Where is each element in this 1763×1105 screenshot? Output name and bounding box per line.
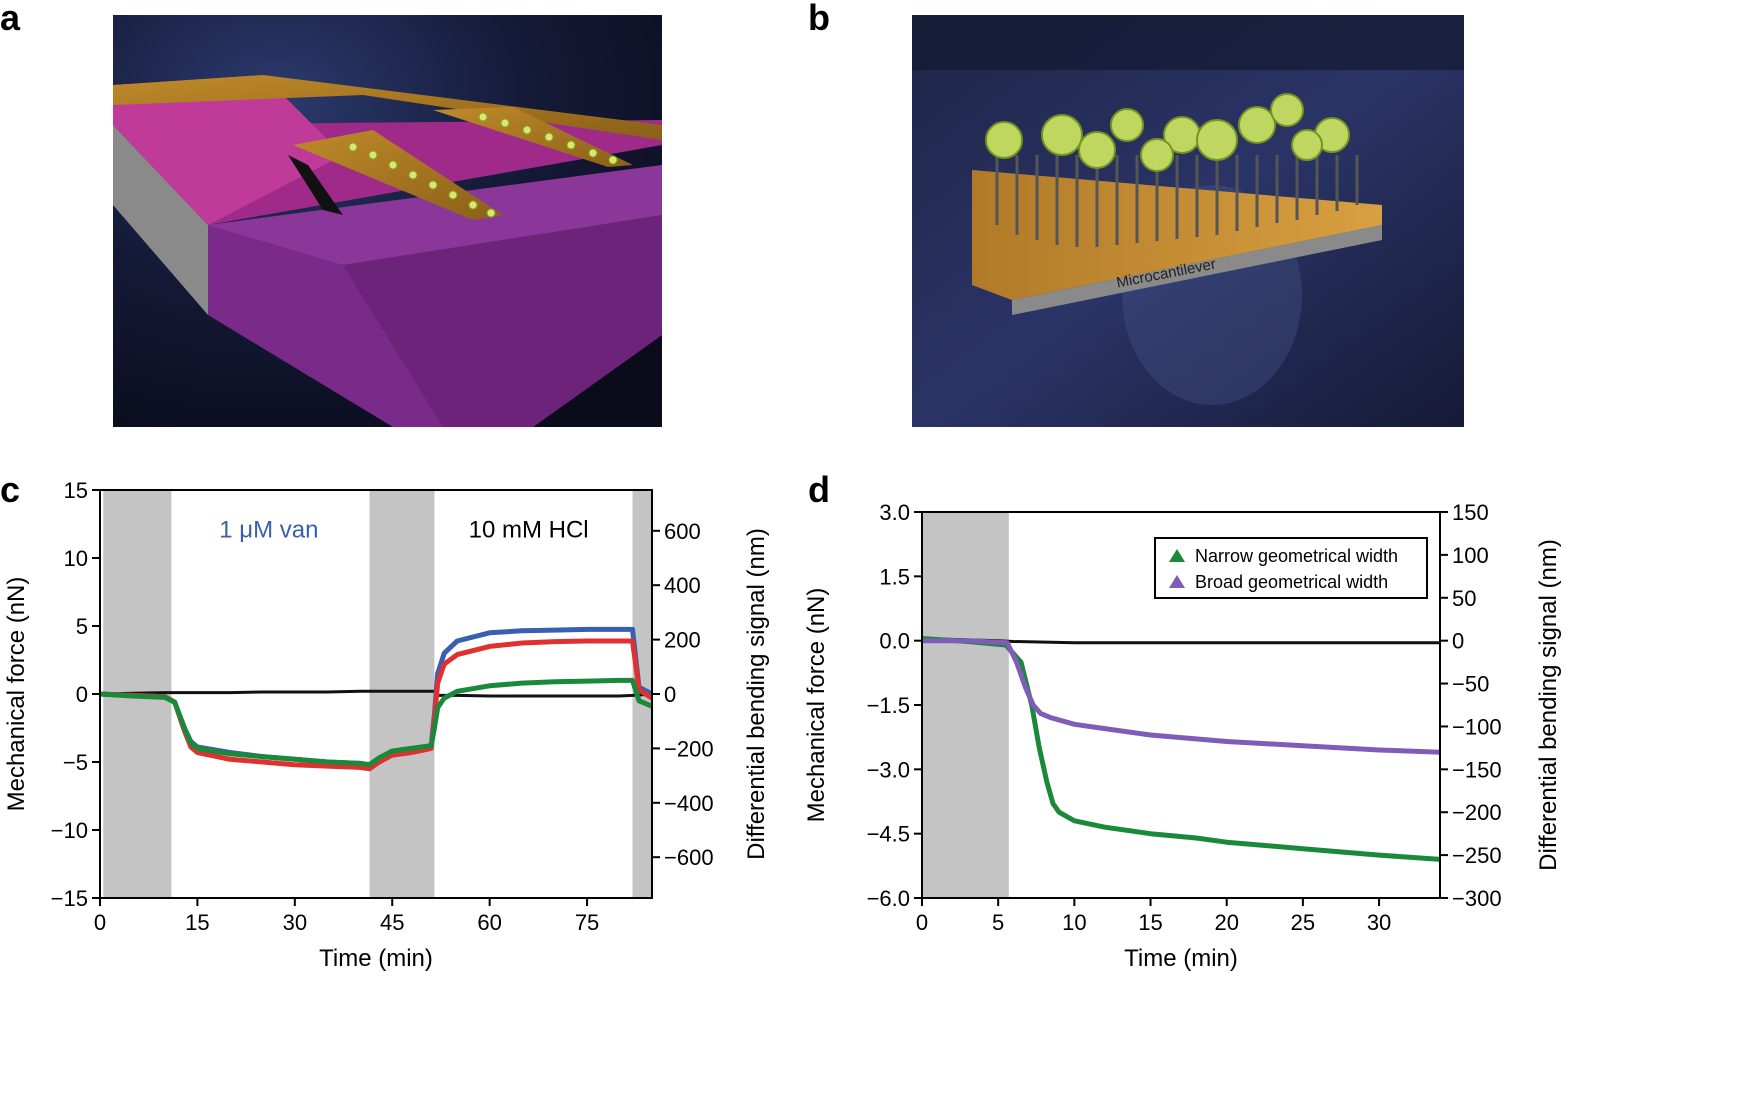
cantilever-array-render (113, 15, 662, 427)
cantilever-array-illustration (113, 15, 662, 427)
x-tick-label: 10 (1062, 910, 1086, 935)
y2-tick-label: 400 (664, 573, 701, 598)
y-tick-label: −10 (51, 818, 88, 843)
y2-tick-label: −150 (1452, 757, 1502, 782)
shaded-region-1 (369, 490, 435, 898)
annotation: 1 μM van (219, 517, 318, 544)
microcantilever-render: Microcantilever (912, 15, 1464, 427)
x-tick-label: 5 (992, 910, 1004, 935)
legend-marker (1169, 575, 1185, 588)
y2-tick-label: 0 (1452, 629, 1464, 654)
series-reference (99, 689, 653, 698)
y-tick-label: 3.0 (879, 500, 910, 525)
y2-axis-label: Differential bending signal (nm) (743, 528, 770, 860)
microcantilever-illustration: Microcantilever (912, 15, 1464, 427)
x-axis-label: Time (min) (1124, 945, 1238, 972)
series-green (99, 677, 653, 768)
panel-letter-a: a (0, 0, 21, 38)
y2-tick-label: 600 (664, 519, 701, 544)
y-tick-label: 15 (64, 478, 88, 503)
y-axis-label: Mechanical force (nN) (3, 577, 30, 812)
x-tick-label: 0 (94, 910, 106, 935)
legend-marker (1169, 549, 1185, 562)
y2-tick-label: 100 (1452, 543, 1489, 568)
y-tick-label: −6.0 (867, 886, 910, 911)
x-tick-label: 25 (1291, 910, 1315, 935)
y2-tick-label: −300 (1452, 886, 1502, 911)
x-tick-label: 45 (380, 910, 404, 935)
y2-tick-label: −400 (664, 791, 714, 816)
x-tick-label: 15 (1138, 910, 1162, 935)
x-tick-label: 60 (477, 910, 501, 935)
y2-tick-label: 200 (664, 628, 701, 653)
y-tick-label: −4.5 (867, 822, 910, 847)
x-tick-label: 15 (185, 910, 209, 935)
y2-tick-label: 150 (1452, 500, 1489, 525)
y2-tick-label: −600 (664, 845, 714, 870)
y-tick-label: 10 (64, 546, 88, 571)
chart-d: 0 5 10 15 20 25 30 −6.0 −4.5 −3.0 −1.5 0.0 1.5 3.0 −30… (803, 500, 1562, 972)
y2-tick-label: −200 (664, 736, 714, 761)
y2-tick-label: −200 (1452, 800, 1502, 825)
x-tick-label: 20 (1214, 910, 1238, 935)
panel-letter-c: c (0, 469, 21, 510)
panel-letter-b: b (808, 0, 830, 38)
y2-tick-label: −250 (1452, 843, 1502, 868)
y-tick-label: −15 (51, 886, 88, 911)
y-tick-label: 5 (76, 614, 88, 639)
legend-label: Broad geometrical width (1195, 572, 1388, 592)
y-tick-label: −1.5 (867, 693, 910, 718)
y-tick-label: 1.5 (879, 564, 910, 589)
y-tick-label: 0 (76, 682, 88, 707)
series-broad-geometrical-width (922, 638, 1441, 755)
chart-c: 0 15 30 45 60 75 −15 −10 −5 0 5 10 15 −600 −400 −200 0 20… (3, 478, 770, 972)
shaded-region-0 (922, 512, 1009, 898)
panel-letter-d: d (808, 469, 830, 510)
y-tick-label: 0.0 (879, 629, 910, 654)
legend-box (1154, 537, 1428, 599)
y2-tick-label: 0 (664, 682, 676, 707)
x-tick-label: 75 (575, 910, 599, 935)
x-tick-label: 30 (283, 910, 307, 935)
x-tick-label: 30 (1367, 910, 1391, 935)
y-tick-label: −5 (63, 750, 88, 775)
x-tick-label: 0 (916, 910, 928, 935)
y2-tick-label: −50 (1452, 672, 1489, 697)
x-axis-label: Time (min) (319, 945, 433, 972)
y2-axis-label: Differential bending signal (nm) (1535, 539, 1562, 871)
y-axis-label: Mechanical force (nN) (803, 588, 830, 823)
y-tick-label: −3.0 (867, 757, 910, 782)
legend-label: Narrow geometrical width (1195, 546, 1398, 566)
y2-tick-label: 50 (1452, 586, 1476, 611)
annotation: 10 mM HCl (469, 517, 589, 544)
y2-tick-label: −100 (1452, 714, 1502, 739)
